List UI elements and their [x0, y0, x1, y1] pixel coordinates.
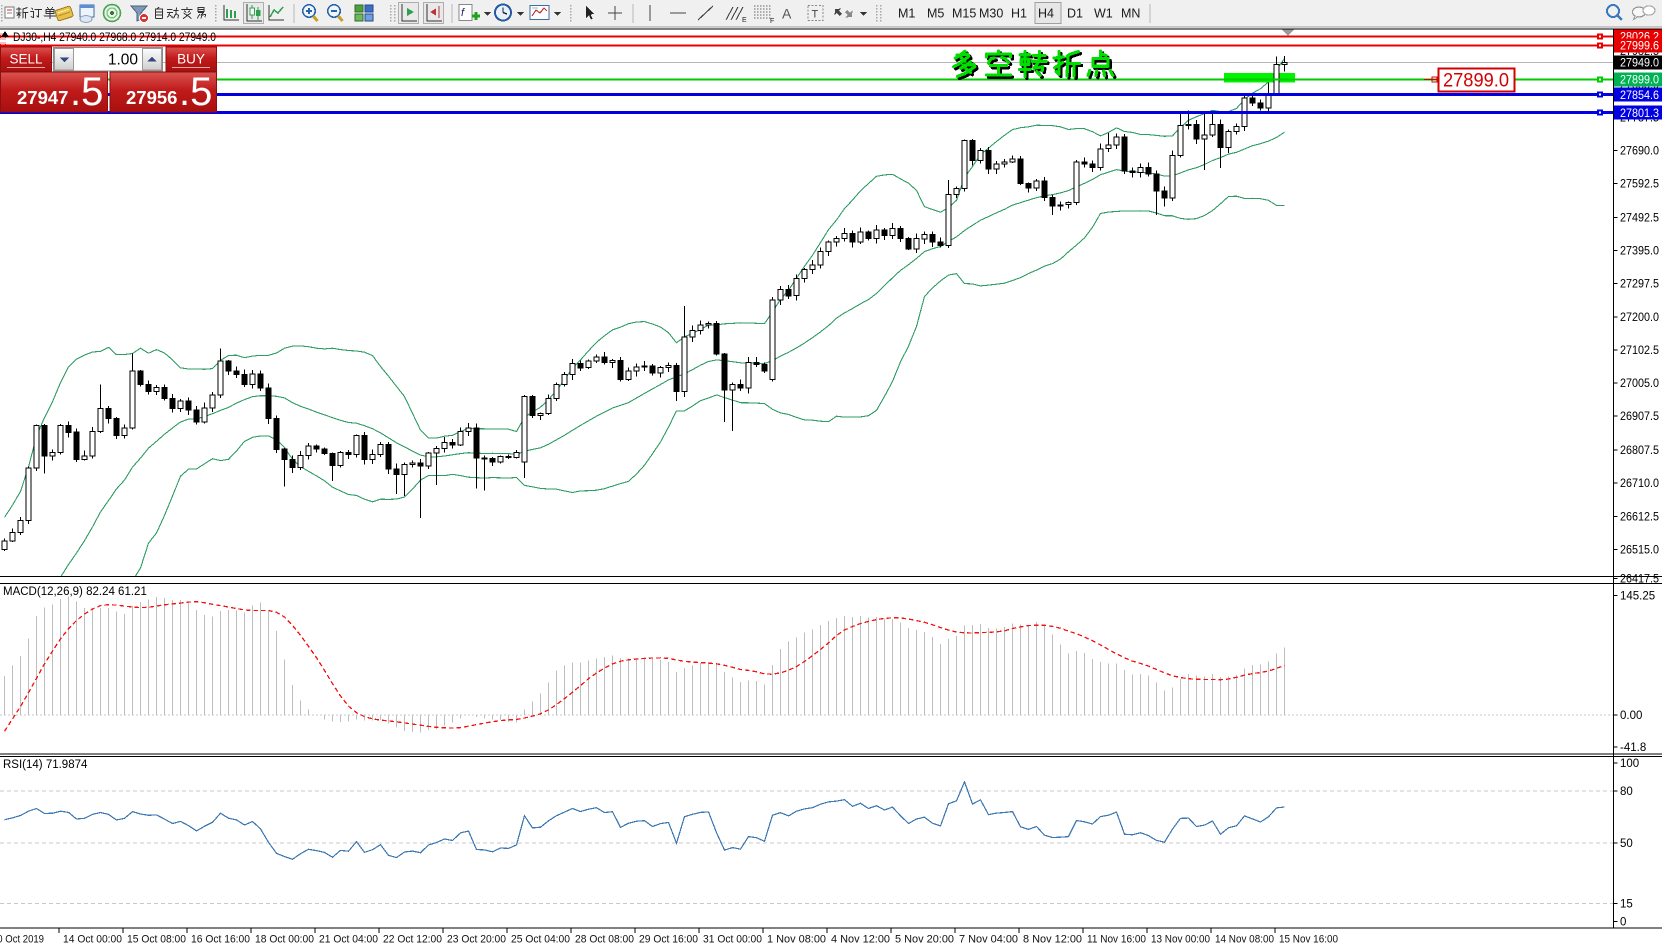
svg-text:26710.0: 26710.0	[1620, 478, 1659, 490]
svg-text:f: f	[461, 7, 465, 19]
svg-text:E: E	[742, 17, 747, 24]
svg-text:27947: 27947	[17, 87, 68, 108]
svg-text:15 Oct 08:00: 15 Oct 08:00	[127, 934, 186, 946]
svg-text:W1: W1	[1094, 7, 1113, 21]
svg-text:21 Oct 04:00: 21 Oct 04:00	[319, 934, 378, 946]
svg-text:13 Nov 00:00: 13 Nov 00:00	[1151, 934, 1210, 946]
svg-text:27395.0: 27395.0	[1620, 246, 1659, 258]
svg-text:H1: H1	[1011, 7, 1027, 21]
svg-text:MN: MN	[1121, 7, 1140, 21]
svg-text:26417.5: 26417.5	[1620, 574, 1659, 586]
svg-text:27102.5: 27102.5	[1620, 345, 1659, 357]
svg-text:28 Oct 08:00: 28 Oct 08:00	[575, 934, 634, 946]
svg-text:14 Nov 08:00: 14 Nov 08:00	[1215, 934, 1274, 946]
svg-text:5 Nov 20:00: 5 Nov 20:00	[895, 934, 954, 946]
svg-text:M1: M1	[898, 7, 915, 21]
svg-text:27492.5: 27492.5	[1620, 213, 1659, 225]
svg-text:27592.5: 27592.5	[1620, 179, 1659, 191]
svg-text:H4: H4	[1038, 7, 1054, 21]
svg-text:MACD(12,26,9) 82.24 61.21: MACD(12,26,9) 82.24 61.21	[3, 586, 147, 598]
svg-text:RSI(14) 71.9874: RSI(14) 71.9874	[3, 759, 88, 771]
svg-text:4 Nov 12:00: 4 Nov 12:00	[831, 934, 890, 946]
svg-text:18 Oct 00:00: 18 Oct 00:00	[255, 934, 314, 946]
svg-text:14 Oct 00:00: 14 Oct 00:00	[63, 934, 122, 946]
svg-text:23 Oct 20:00: 23 Oct 20:00	[447, 934, 506, 946]
svg-text:29 Oct 16:00: 29 Oct 16:00	[639, 934, 698, 946]
svg-text:27956: 27956	[126, 87, 177, 108]
svg-text:1 Nov 08:00: 1 Nov 08:00	[767, 934, 826, 946]
svg-text:15 Nov 16:00: 15 Nov 16:00	[1279, 934, 1338, 946]
svg-text:27801.3: 27801.3	[1620, 108, 1659, 120]
svg-text:16 Oct 16:00: 16 Oct 16:00	[191, 934, 250, 946]
svg-text:27854.6: 27854.6	[1620, 90, 1659, 102]
svg-text:15: 15	[1620, 899, 1633, 911]
svg-text:M30: M30	[979, 7, 1003, 21]
svg-text:100: 100	[1620, 758, 1639, 770]
svg-text:31 Oct 00:00: 31 Oct 00:00	[703, 934, 762, 946]
svg-text:145.25: 145.25	[1620, 591, 1655, 603]
svg-text:80: 80	[1620, 786, 1633, 798]
svg-text:SELL: SELL	[9, 52, 43, 67]
svg-text:-41.8: -41.8	[1620, 742, 1646, 754]
svg-text:26807.5: 26807.5	[1620, 445, 1659, 457]
svg-text:.5: .5	[70, 70, 103, 114]
svg-text:8 Nov 12:00: 8 Nov 12:00	[1023, 934, 1082, 946]
svg-text:27005.0: 27005.0	[1620, 378, 1659, 390]
svg-text:22 Oct 12:00: 22 Oct 12:00	[383, 934, 442, 946]
svg-text:D1: D1	[1067, 7, 1083, 21]
svg-text:10 Oct 2019: 10 Oct 2019	[0, 934, 44, 946]
svg-text:25 Oct 04:00: 25 Oct 04:00	[511, 934, 570, 946]
svg-text:50: 50	[1620, 838, 1633, 850]
svg-text:0: 0	[1620, 917, 1626, 929]
svg-text:27297.5: 27297.5	[1620, 279, 1659, 291]
svg-text:F: F	[770, 18, 774, 25]
svg-text:BUY: BUY	[177, 52, 205, 67]
svg-text:26907.5: 26907.5	[1620, 411, 1659, 423]
svg-text:7 Nov 04:00: 7 Nov 04:00	[959, 934, 1018, 946]
svg-text:1.00: 1.00	[108, 52, 139, 69]
svg-text:27200.0: 27200.0	[1620, 312, 1659, 324]
svg-text:27690.0: 27690.0	[1620, 146, 1659, 158]
svg-text:A: A	[782, 6, 792, 22]
svg-text:0.00: 0.00	[1620, 710, 1642, 722]
svg-text:11 Nov 16:00: 11 Nov 16:00	[1087, 934, 1146, 946]
svg-text:26612.5: 26612.5	[1620, 511, 1659, 523]
svg-text:M5: M5	[927, 7, 944, 21]
svg-text:27949.0: 27949.0	[1620, 58, 1659, 70]
svg-text:T: T	[812, 9, 819, 21]
svg-text:27899.0: 27899.0	[1443, 71, 1509, 92]
svg-text:M15: M15	[952, 7, 976, 21]
svg-text:DJ30-,H4 27940.0 27968.0 2791: DJ30-,H4 27940.0 27968.0 27914.0 27949.0	[13, 30, 216, 44]
svg-text:27899.0: 27899.0	[1620, 75, 1659, 87]
svg-text:26515.0: 26515.0	[1620, 544, 1659, 556]
svg-text:27999.6: 27999.6	[1620, 41, 1659, 53]
svg-text:.5: .5	[179, 70, 212, 114]
